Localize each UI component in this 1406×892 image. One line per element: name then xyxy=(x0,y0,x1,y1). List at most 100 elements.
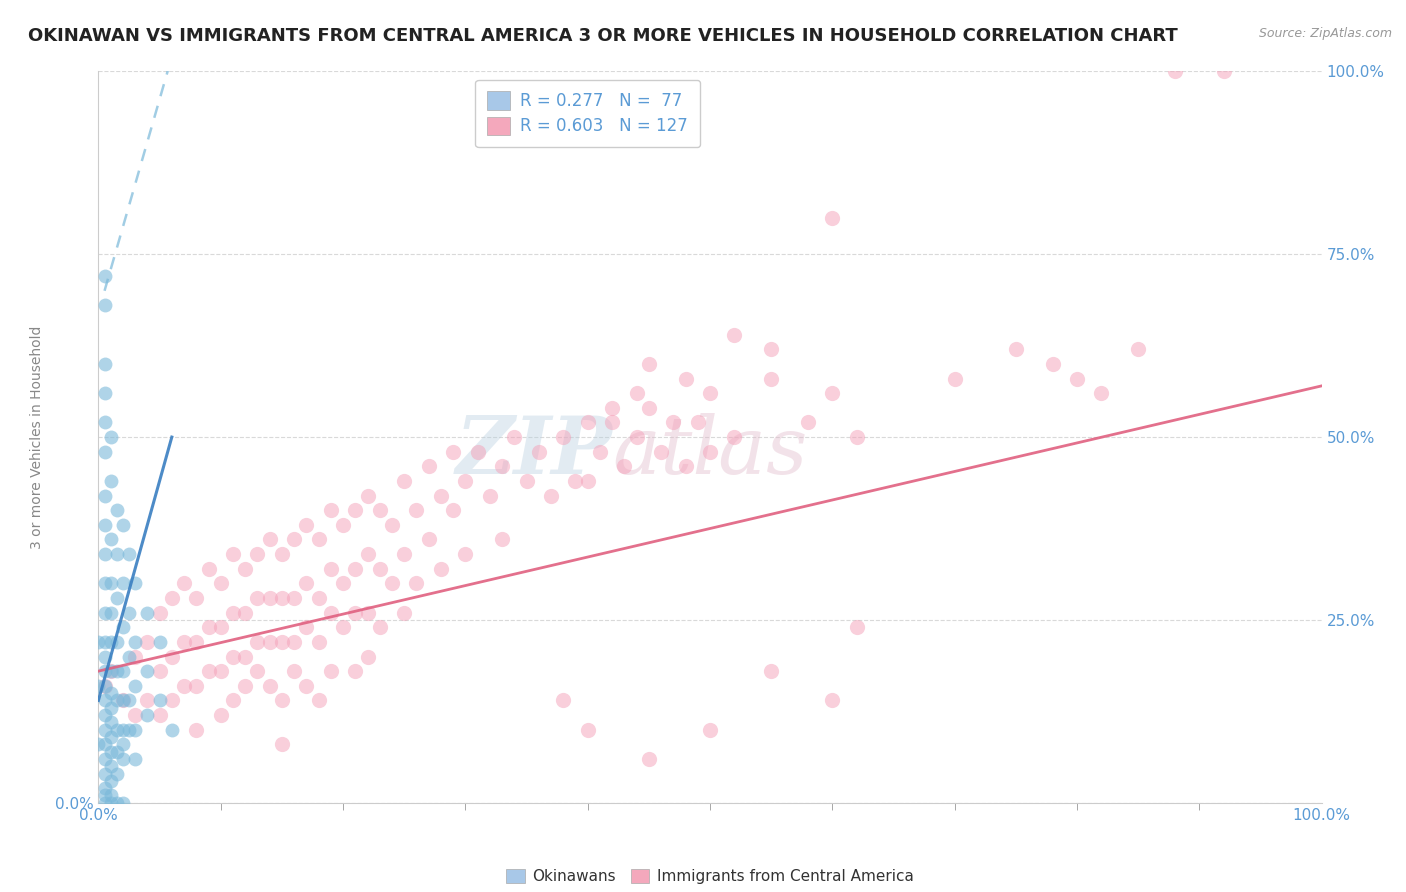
Point xyxy=(93,357,115,371)
Point xyxy=(686,416,709,430)
Point xyxy=(149,664,172,678)
Point xyxy=(111,693,134,707)
Point xyxy=(626,430,648,444)
Point xyxy=(118,693,141,707)
Point xyxy=(845,620,868,634)
Point xyxy=(259,533,281,547)
Point xyxy=(197,562,219,576)
Point xyxy=(821,211,844,225)
Point xyxy=(821,386,844,401)
Point xyxy=(160,693,183,707)
Point xyxy=(100,430,122,444)
Point xyxy=(93,708,115,723)
Point xyxy=(173,576,195,591)
Point xyxy=(111,576,134,591)
Point xyxy=(124,752,146,766)
Point xyxy=(233,649,256,664)
Point xyxy=(105,591,128,605)
Point xyxy=(136,693,159,707)
Point xyxy=(93,796,115,810)
Y-axis label: 3 or more Vehicles in Household: 3 or more Vehicles in Household xyxy=(30,326,44,549)
Point xyxy=(295,620,318,634)
Point xyxy=(124,679,146,693)
Point xyxy=(100,664,122,678)
Point xyxy=(259,679,281,693)
Point xyxy=(515,474,537,488)
Point xyxy=(1004,343,1026,357)
Point xyxy=(650,444,672,458)
Point xyxy=(209,576,232,591)
Point xyxy=(124,576,146,591)
Point xyxy=(319,664,342,678)
Point xyxy=(638,401,661,415)
Point xyxy=(344,503,367,517)
Point xyxy=(160,723,183,737)
Point xyxy=(87,679,110,693)
Point xyxy=(100,730,122,744)
Point xyxy=(197,664,219,678)
Point xyxy=(93,679,115,693)
Point xyxy=(105,745,128,759)
Point xyxy=(222,547,245,561)
Point xyxy=(368,562,391,576)
Point xyxy=(160,591,183,605)
Point xyxy=(87,635,110,649)
Point xyxy=(454,547,477,561)
Point xyxy=(93,416,115,430)
Point xyxy=(100,759,122,773)
Point xyxy=(418,459,440,474)
Point xyxy=(149,708,172,723)
Point xyxy=(699,444,721,458)
Point xyxy=(93,737,115,751)
Point xyxy=(100,773,122,788)
Point xyxy=(1128,343,1150,357)
Point xyxy=(699,723,721,737)
Point xyxy=(222,693,245,707)
Point xyxy=(761,371,783,385)
Point xyxy=(540,489,562,503)
Point xyxy=(111,796,134,810)
Point xyxy=(392,547,416,561)
Point xyxy=(93,781,115,796)
Point xyxy=(491,459,513,474)
Point xyxy=(246,591,269,605)
Point xyxy=(111,737,134,751)
Point xyxy=(222,649,245,664)
Point xyxy=(111,752,134,766)
Point xyxy=(93,664,115,678)
Point xyxy=(111,517,134,532)
Point xyxy=(93,444,115,458)
Point xyxy=(845,430,868,444)
Point xyxy=(270,693,294,707)
Point xyxy=(105,503,128,517)
Point xyxy=(344,664,367,678)
Point xyxy=(93,489,115,503)
Legend: Okinawans, Immigrants from Central America: Okinawans, Immigrants from Central Ameri… xyxy=(501,863,920,890)
Point xyxy=(222,606,245,620)
Point xyxy=(613,459,636,474)
Point xyxy=(100,715,122,730)
Point xyxy=(454,474,477,488)
Point xyxy=(173,679,195,693)
Point xyxy=(149,606,172,620)
Point xyxy=(319,503,342,517)
Point xyxy=(467,444,489,458)
Point xyxy=(186,635,208,649)
Point xyxy=(589,444,612,458)
Text: OKINAWAN VS IMMIGRANTS FROM CENTRAL AMERICA 3 OR MORE VEHICLES IN HOUSEHOLD CORR: OKINAWAN VS IMMIGRANTS FROM CENTRAL AMER… xyxy=(28,27,1178,45)
Point xyxy=(319,562,342,576)
Point xyxy=(100,635,122,649)
Point xyxy=(430,489,453,503)
Point xyxy=(356,649,378,664)
Point xyxy=(118,723,141,737)
Point xyxy=(93,517,115,532)
Point xyxy=(100,745,122,759)
Point xyxy=(93,752,115,766)
Point xyxy=(209,664,232,678)
Point xyxy=(332,576,354,591)
Point xyxy=(136,664,159,678)
Point xyxy=(124,708,146,723)
Point xyxy=(105,796,128,810)
Point xyxy=(392,474,416,488)
Point xyxy=(111,693,134,707)
